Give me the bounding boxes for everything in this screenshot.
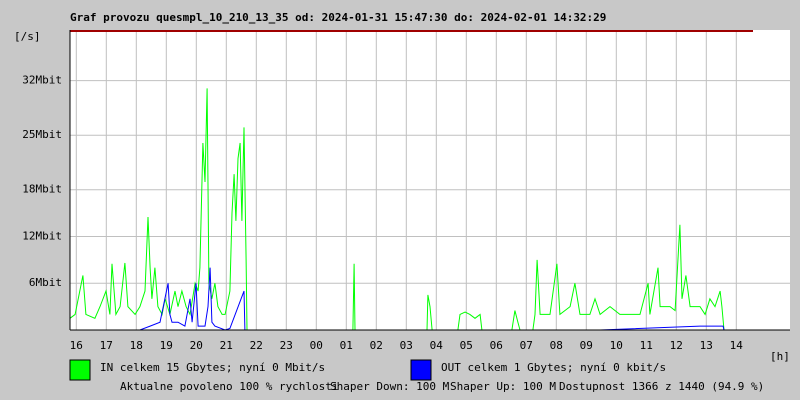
x-tick-label: 14 (730, 339, 744, 352)
legend-label: IN celkem 15 Gbytes; nyní 0 Mbit/s (100, 361, 325, 374)
x-tick-label: 16 (70, 339, 83, 352)
x-tick-label: 02 (370, 339, 383, 352)
annotation: Aktualne povoleno 100 % rychlosti (120, 380, 339, 393)
y-axis-label: [/s] (14, 30, 41, 43)
grid (70, 30, 790, 330)
x-tick-label: 06 (490, 339, 503, 352)
x-tick-label: 11 (640, 339, 653, 352)
legend: IN celkem 15 Gbytes; nyní 0 Mbit/s OUT ce… (69, 359, 666, 381)
x-tick-label: 05 (460, 339, 473, 352)
x-tick-label: 23 (280, 339, 293, 352)
x-tick-label: 21 (220, 339, 233, 352)
y-tick-label: 18Mbit (22, 183, 62, 196)
y-tick-label: 6Mbit (29, 276, 62, 289)
x-tick-label: 10 (610, 339, 623, 352)
annotation: Shaper Down: 100 M (330, 380, 450, 393)
x-tick-label: 17 (100, 339, 113, 352)
annotation: Dostupnost 1366 z 1440 (94.9 %) (559, 380, 764, 393)
x-tick-label: 18 (130, 339, 143, 352)
x-tick-label: 08 (550, 339, 563, 352)
legend-label: OUT celkem 1 Gbytes; nyní 0 kbit/s (441, 361, 666, 374)
x-tick-label: 19 (160, 339, 173, 352)
x-tick-label: 12 (670, 339, 683, 352)
x-tick-label: 01 (340, 339, 353, 352)
x-tick-label: 13 (700, 339, 713, 352)
series-line (69, 88, 725, 331)
y-tick-label: 25Mbit (22, 128, 62, 141)
x-tick-label: 20 (190, 339, 203, 352)
y-tick-label: 32Mbit (22, 74, 62, 87)
annotation: Shaper Up: 100 M (450, 380, 556, 393)
x-tick-label: 09 (580, 339, 593, 352)
legend-swatch (410, 359, 432, 381)
x-tick-label: 22 (250, 339, 263, 352)
x-tick-label: 04 (430, 339, 444, 352)
x-axis-label: [h] (770, 350, 790, 363)
x-tick-label: 03 (400, 339, 413, 352)
chart-title: Graf provozu quesmpl_10_210_13_35 od: 20… (70, 11, 606, 24)
y-tick-label: 12Mbit (22, 229, 62, 242)
x-tick-label: 00 (310, 339, 323, 352)
legend-swatch (69, 359, 91, 381)
x-tick-label: 07 (520, 339, 533, 352)
plot-area (70, 30, 790, 330)
